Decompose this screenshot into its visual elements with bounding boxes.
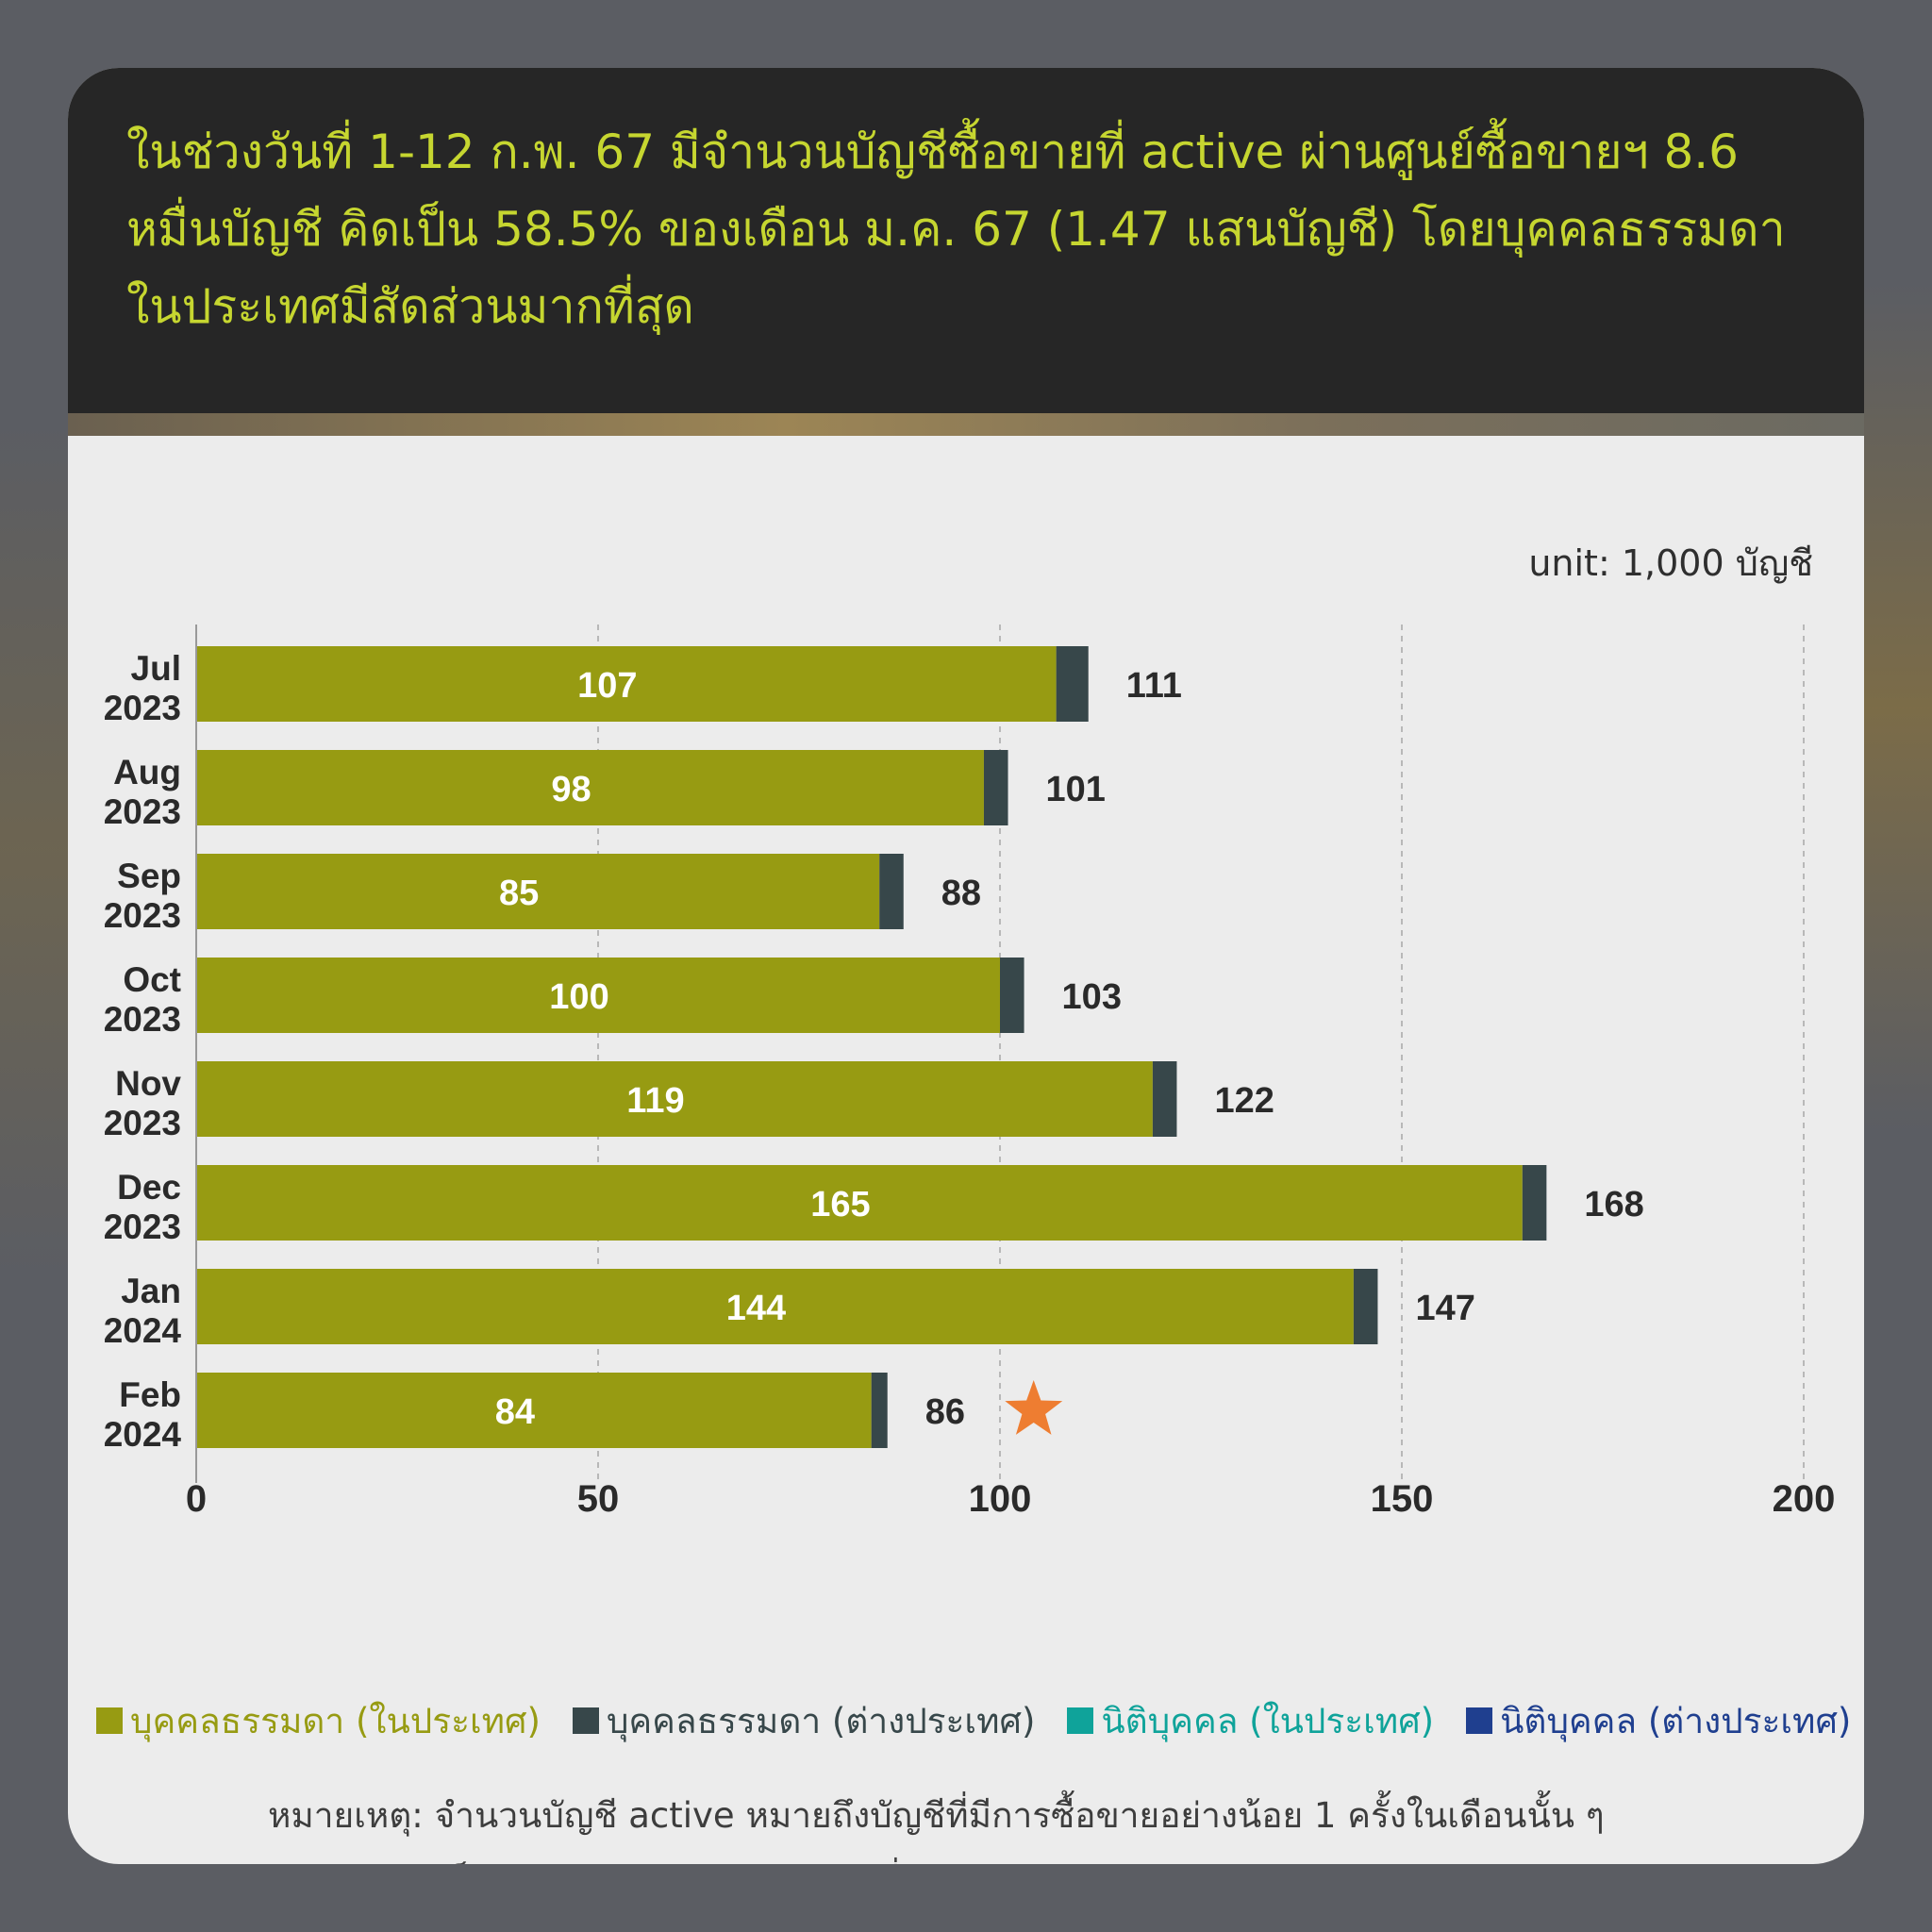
category-label-year: 2023: [104, 1104, 181, 1142]
category-label-month: Feb: [119, 1375, 181, 1414]
category-label-month: Oct: [123, 960, 181, 999]
bar-foreign-individual: [1522, 1165, 1547, 1241]
legend-swatch: [1466, 1707, 1493, 1734]
category-label-month: Jul: [131, 649, 181, 688]
bar-total-label: 88: [941, 874, 981, 913]
bar-foreign-individual: [1353, 1269, 1378, 1344]
bar-domestic-individual: [196, 854, 880, 929]
legend-label: บุคคลธรรมดา (ในประเทศ): [130, 1700, 541, 1741]
background-glow-left: [0, 425, 68, 1274]
legend-item: บุคคลธรรมดา (ต่างประเทศ): [572, 1693, 1036, 1749]
page-title: ในช่วงวันที่ 1-12 ก.พ. 67 มีจำนวนบัญชีซื…: [126, 125, 1786, 334]
x-tick-label: 200: [1773, 1478, 1836, 1520]
bar-inner-label: 85: [499, 874, 539, 913]
category-label-month: Sep: [117, 857, 181, 895]
background-strip: [68, 413, 1864, 436]
category-label-year: 2023: [104, 1208, 181, 1246]
bar-total-label: 103: [1062, 977, 1122, 1017]
legend-item: นิติบุคคล (ต่างประเทศ): [1466, 1693, 1851, 1749]
category-label-month: Dec: [117, 1168, 181, 1207]
bar-total-label: 86: [925, 1392, 965, 1432]
bar-total-label: 168: [1584, 1185, 1643, 1224]
bar-inner-label: 98: [551, 770, 591, 809]
bar-total-label: 147: [1415, 1289, 1474, 1328]
x-tick-label: 50: [577, 1478, 620, 1520]
bar-foreign-individual: [1152, 1061, 1177, 1137]
bar-domestic-individual: [196, 750, 984, 825]
bar-total-label: 122: [1214, 1081, 1274, 1121]
bar-total-label: 101: [1046, 770, 1106, 809]
category-label-year: 2023: [104, 1000, 181, 1039]
bar-domestic-individual: [196, 1061, 1153, 1137]
category-label-month: Nov: [115, 1064, 181, 1103]
bar-foreign-individual: [871, 1373, 888, 1448]
bar-foreign-individual: [1000, 958, 1024, 1033]
category-label-month: Jan: [121, 1272, 181, 1310]
title-banner: ในช่วงวันที่ 1-12 ก.พ. 67 มีจำนวนบัญชีซื…: [68, 68, 1864, 413]
bar-foreign-individual: [983, 750, 1008, 825]
x-tick-label: 100: [969, 1478, 1032, 1520]
legend-swatch: [572, 1707, 599, 1734]
bar-inner-label: 165: [810, 1185, 870, 1224]
category-label-year: 2024: [104, 1311, 182, 1350]
legend-swatch: [1067, 1707, 1094, 1734]
bar-domestic-individual: [196, 958, 1000, 1033]
category-label-month: Aug: [113, 753, 181, 791]
bar-inner-label: 107: [577, 666, 637, 706]
x-tick-label: 0: [186, 1478, 207, 1520]
chart-legend: บุคคลธรรมดา (ในประเทศ) บุคคลธรรมดา (ต่างป…: [96, 1692, 1860, 1749]
category-label-year: 2023: [104, 689, 181, 727]
bar-inner-label: 84: [495, 1392, 535, 1432]
bar-domestic-individual: [196, 1373, 872, 1448]
legend-item: บุคคลธรรมดา (ในประเทศ): [96, 1693, 541, 1749]
legend-swatch: [96, 1707, 123, 1734]
legend-item: นิติบุคคล (ในประเทศ): [1067, 1693, 1434, 1749]
bar-foreign-individual: [879, 854, 904, 929]
bar-total-label: 111: [1126, 666, 1182, 706]
bar-domestic-individual: [196, 1165, 1523, 1241]
legend-label: นิติบุคคล (ต่างประเทศ): [1500, 1700, 1852, 1741]
highlight-star-icon: [1005, 1380, 1063, 1435]
bar-domestic-individual: [196, 1269, 1354, 1344]
bar-domestic-individual: [196, 646, 1057, 722]
bar-inner-label: 144: [726, 1289, 786, 1328]
category-label-year: 2024: [104, 1415, 182, 1454]
legend-label: บุคคลธรรมดา (ต่างประเทศ): [606, 1700, 1036, 1741]
infographic-card: ในช่วงวันที่ 1-12 ก.พ. 67 มีจำนวนบัญชีซื…: [68, 68, 1864, 1864]
bar-inner-label: 100: [549, 977, 608, 1017]
category-label-year: 2023: [104, 896, 181, 935]
footnote-line-2: เป็นข้อมูลประมาณการ ณ วันที่ 12 ก.พ. 67: [438, 1849, 1089, 1864]
x-tick-label: 150: [1371, 1478, 1434, 1520]
unit-label: unit: 1,000 บัญชี: [1528, 542, 1813, 584]
bar-foreign-individual: [1056, 646, 1089, 722]
legend-label: นิติบุคคล (ในประเทศ): [1101, 1700, 1435, 1741]
category-label-year: 2023: [104, 792, 181, 831]
footnote-line-1: หมายเหตุ: จำนวนบัญชี active หมายถึงบัญชี…: [268, 1795, 1605, 1836]
bar-inner-label: 119: [626, 1081, 684, 1121]
